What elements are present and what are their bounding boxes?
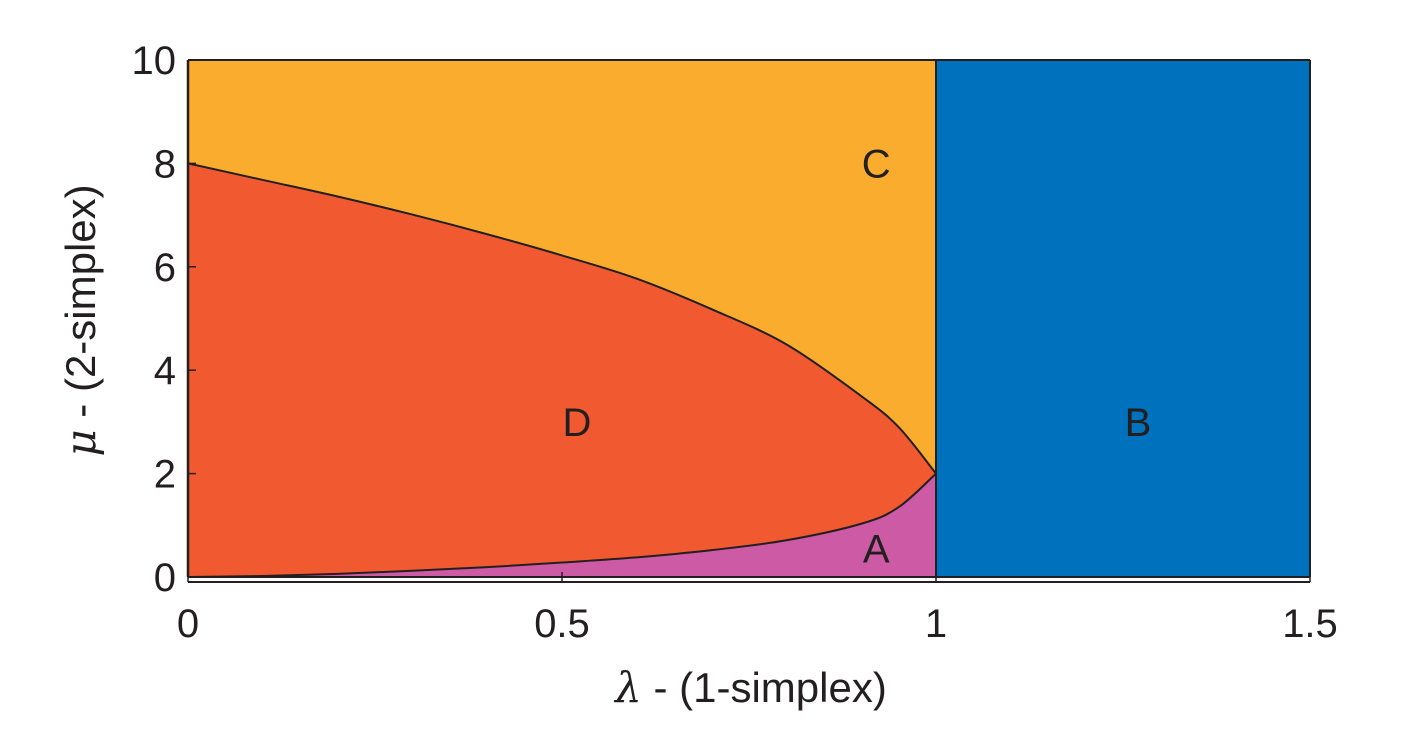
y-axis-text: - (2-simplex)	[57, 184, 104, 429]
regions-layer	[188, 60, 1310, 577]
region-label-c: C	[862, 142, 891, 186]
y-tick-label: 2	[154, 453, 176, 497]
lower-boundary-curve	[187, 472, 937, 578]
x-axis-symbol: λ	[613, 663, 642, 712]
x-tick-label: 1	[925, 602, 947, 646]
region-label-b: B	[1125, 401, 1152, 445]
y-tick-label: 0	[154, 556, 176, 600]
y-axis-title: μ - (2-simplex)	[56, 184, 105, 456]
region-a-area	[188, 473, 936, 577]
x-tick-label: 1.5	[1282, 602, 1338, 646]
x-axis-title: λ - (1-simplex)	[613, 663, 887, 712]
boundaries-layer	[187, 60, 937, 578]
y-tick-label: 8	[154, 142, 176, 186]
region-label-d: D	[563, 401, 592, 445]
x-tick-label: 0	[177, 602, 199, 646]
y-tick-label: 10	[132, 39, 177, 83]
x-tick-label: 0.5	[534, 602, 590, 646]
y-tick-label: 6	[154, 246, 176, 290]
upper-boundary-curve	[187, 162, 937, 475]
region-d-area	[188, 163, 936, 577]
region-label-a: A	[863, 528, 890, 572]
y-axis-symbol: μ	[56, 429, 105, 456]
region-b-area	[936, 60, 1310, 577]
x-axis-text: - (1-simplex)	[642, 664, 887, 711]
labels-layer: A B C D	[563, 142, 1152, 571]
axes-layer: 0 0.5 1 1.5 0 2 4 6 8 10	[132, 39, 1338, 646]
y-tick-label: 4	[154, 349, 176, 393]
